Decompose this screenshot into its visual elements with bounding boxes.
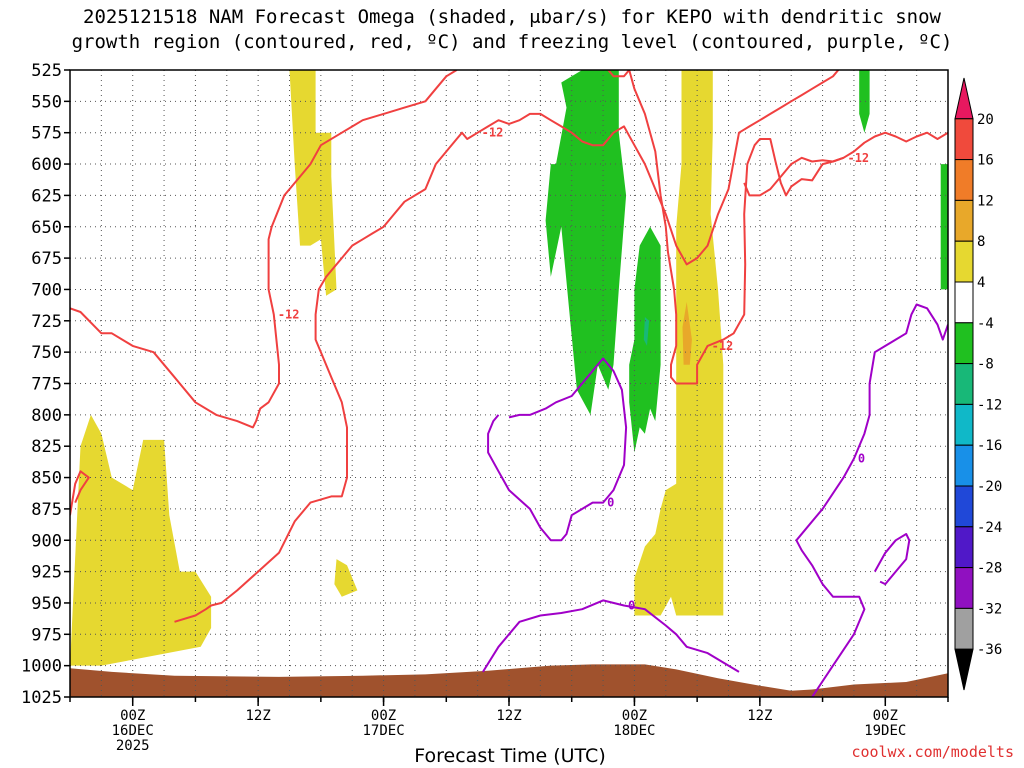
dendritic-upper-boundary-contour [174,70,840,623]
colorbar-swatch [954,403,974,446]
y-tick-label: 950 [31,594,62,614]
contour-label: -12 [847,151,869,165]
colorbar-swatch [954,199,974,242]
chart-title-line-1: 2025121518 NAM Forecast Omega (shaded, μ… [83,6,941,28]
y-tick-label: 900 [31,531,62,551]
omega-shading-layer [70,70,948,666]
colorbar-label: -28 [977,561,1002,577]
y-tick-label: 850 [31,469,62,489]
freezing-level-lower-contour [482,599,740,673]
x-axis-label: Forecast Time (UTC) [414,745,606,767]
y-tick-label: 750 [31,343,62,363]
dendritic-small-loop-contour [70,470,90,516]
omega-pos-4-8-region [289,70,337,296]
x-tick-label: 16DEC [112,723,154,739]
colorbar-label: -12 [977,397,1002,413]
colorbar-label: 8 [977,234,985,250]
omega-pos-4-8-region [634,70,724,616]
y-tick-label: 875 [31,500,62,520]
y-tick-label: 925 [31,563,62,583]
x-tick-label: 18DEC [613,723,655,739]
omega-pos-8-12-region [682,302,692,365]
chart-title-line-2: growth region (contoured, red, ºC) and f… [71,31,953,53]
dendritic-inner-contour [607,70,844,385]
y-tick-label: 575 [31,124,62,144]
omega-neg-4-8-region [859,70,870,133]
y-tick-label: 825 [31,437,62,457]
omega-neg-4-8-region [545,70,627,415]
y-tick-label: 600 [31,155,62,175]
colorbar-swatch [954,444,974,487]
colorbar-swatch [954,363,974,405]
contour-label: -12 [712,339,734,353]
contour-label: -12 [482,126,504,140]
x-tick-label: 00Z [622,708,647,724]
y-tick-label: 725 [31,312,62,332]
contour-label: -12 [278,308,300,322]
y-tick-label: 700 [31,280,62,300]
contour-label: 0 [607,496,614,510]
y-tick-label: 800 [31,406,62,426]
colorbar-swatch [954,118,974,161]
x-tick-label: 19DEC [864,723,906,739]
y-tick-label: 625 [31,186,62,206]
x-tick-label: 00Z [371,708,396,724]
x-tick-label: 12Z [747,708,772,724]
omega-neg-4-8-region [940,164,948,290]
omega-neg-8-12-region [643,317,650,346]
y-axis: 525 550 575 600 625 650 675 700 725 750 775 800 825 8… [21,61,70,708]
x-tick-label: 12Z [245,708,270,724]
dendritic-lower-boundary-contour [70,70,458,429]
y-tick-label: 650 [31,218,62,238]
colorbar-label: -4 [977,316,994,332]
colorbar-label: 12 [977,193,994,209]
colorbar-label: -16 [977,438,1002,454]
colorbar-swatch [954,567,974,609]
freezing-level-loop-contour [873,533,911,586]
colorbar-label: 16 [977,153,994,169]
colorbar-label: 4 [977,275,985,291]
y-tick-label: 775 [31,375,62,395]
x-tick-label: 17DEC [362,723,404,739]
freezing-level-right-contour [795,303,948,697]
colorbar-label: -24 [977,520,1002,536]
colorbar-swatch [954,281,974,324]
x-tick-label: 00Z [120,708,145,724]
colorbar-swatch [954,240,974,283]
colorbar-label: -20 [977,479,1002,495]
colorbar-swatch [954,607,974,650]
colorbar-top-arrow [954,77,974,120]
y-tick-label: 550 [31,92,62,112]
colorbar-label: -36 [977,642,1002,658]
contour-label: 0 [628,598,635,612]
freezing-level-center-contour [487,357,628,542]
y-tick-label: 1000 [21,657,62,677]
source-credit[interactable]: coolwx.com/modelts [851,743,1014,761]
y-tick-label: 1025 [21,688,62,708]
x-tick-label: 2025 [116,738,150,754]
y-tick-label: 975 [31,625,62,645]
colorbar-label: -8 [977,357,994,373]
colorbar-bottom-arrow [954,648,974,691]
contour-layer: -12 -12 -12 -12 0 0 0 [70,70,948,697]
colorbar-swatch [954,322,974,365]
colorbar-swatch [954,159,974,201]
colorbar: 20 16 12 8 4 -4 -8 -12 -16 -20 -24 -28 -32 -36 [954,77,1002,691]
y-tick-label: 525 [31,61,62,81]
colorbar-label: 20 [977,112,994,128]
omega-pos-4-8-region [334,559,358,597]
dendritic-right-contour [743,131,948,197]
x-tick-label: 00Z [873,708,898,724]
contour-label: 0 [858,452,865,466]
colorbar-label: -32 [977,601,1002,617]
colorbar-swatch [954,485,974,528]
x-tick-label: 12Z [496,708,521,724]
y-tick-label: 675 [31,249,62,269]
colorbar-swatch [954,526,974,569]
